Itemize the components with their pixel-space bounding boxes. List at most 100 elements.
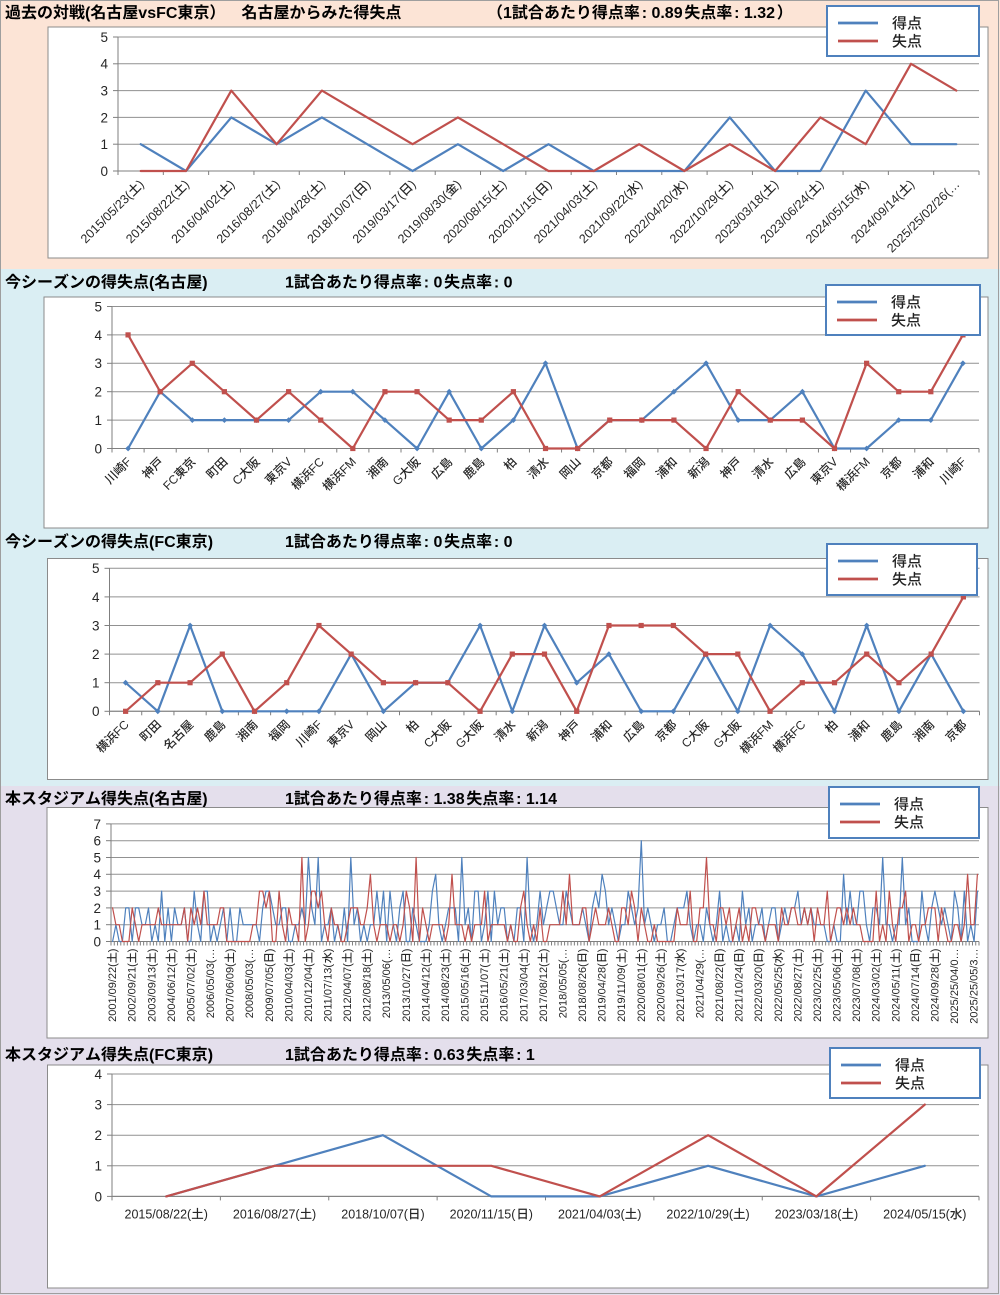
svg-text:2024/05/11(: 2024/05/11(	[890, 964, 902, 1022]
svg-text:): )	[636, 949, 648, 953]
svg-text:2: 2	[92, 647, 100, 662]
svg-text:): )	[460, 949, 472, 953]
svg-text:2019/04/28(: 2019/04/28(	[597, 963, 609, 1022]
svg-text:): )	[714, 949, 726, 953]
svg-text:): )	[204, 1207, 208, 1221]
svg-text:2011/07/13(: 2011/07/13(	[323, 964, 335, 1022]
svg-text:2003/09/13(: 2003/09/13(	[146, 963, 158, 1022]
svg-text:: 1.14: : 1.14	[516, 791, 557, 808]
svg-text:2: 2	[94, 1128, 102, 1143]
svg-text:: 1: : 1	[516, 1047, 535, 1064]
svg-text:2025/25/04/0…: 2025/25/04/0…	[949, 948, 961, 1023]
svg-text:): )	[773, 949, 785, 953]
svg-text:): )	[792, 949, 804, 953]
svg-text:): )	[518, 949, 530, 953]
svg-text:1: 1	[285, 791, 294, 808]
svg-text:): )	[202, 275, 207, 292]
svg-text:): )	[616, 949, 628, 953]
svg-text:0: 0	[92, 704, 100, 719]
svg-text:): )	[910, 949, 922, 953]
svg-text:: 0.89: : 0.89	[642, 5, 683, 22]
svg-text:): )	[208, 534, 213, 551]
svg-text:): )	[127, 949, 139, 953]
svg-text:: 0.63: : 0.63	[424, 1047, 465, 1064]
svg-text:1: 1	[285, 275, 294, 292]
svg-text:2: 2	[93, 901, 101, 916]
svg-text:2010/04/03(: 2010/04/03(	[283, 963, 295, 1022]
svg-text:: 0: : 0	[424, 534, 443, 551]
svg-text:2005/07/02(: 2005/07/02(	[185, 963, 197, 1022]
svg-text:0: 0	[94, 1189, 102, 1204]
svg-text:(FC: (FC	[149, 1047, 176, 1064]
svg-text:2022/10/29(: 2022/10/29(	[666, 1207, 734, 1221]
svg-text:2012/04/07(: 2012/04/07(	[342, 963, 354, 1022]
svg-text:1: 1	[94, 413, 102, 428]
svg-text:2017/08/12(: 2017/08/12(	[538, 963, 550, 1022]
svg-text:): )	[929, 949, 941, 953]
svg-text:): )	[166, 949, 178, 953]
svg-text:3: 3	[93, 884, 101, 899]
svg-text:2: 2	[94, 385, 102, 400]
svg-text:1: 1	[285, 534, 294, 551]
svg-text:4: 4	[100, 57, 108, 72]
svg-text:): )	[753, 949, 765, 953]
svg-text:3: 3	[100, 84, 108, 99]
svg-text:: 1.32: : 1.32	[734, 5, 775, 22]
svg-text:5: 5	[94, 299, 102, 314]
svg-text:): )	[323, 949, 335, 953]
svg-text:): )	[871, 949, 883, 953]
svg-text:2015/08/22(: 2015/08/22(	[124, 1207, 192, 1221]
svg-text:): )	[146, 949, 158, 953]
svg-text:): )	[185, 949, 197, 953]
svg-text:2022/05/25(: 2022/05/25(	[773, 963, 785, 1022]
svg-text:): )	[577, 949, 589, 953]
svg-text:7: 7	[93, 817, 101, 832]
svg-text:2016/08/27(: 2016/08/27(	[233, 1207, 301, 1221]
svg-text:3: 3	[94, 1098, 102, 1113]
svg-text:2013/10/27(: 2013/10/27(	[401, 963, 413, 1022]
svg-text:): )	[362, 949, 374, 953]
svg-text:): )	[342, 949, 354, 953]
svg-text:(: (	[149, 275, 155, 292]
svg-text:2020/08/01(: 2020/08/01(	[636, 963, 648, 1022]
svg-text:2001/09/22(: 2001/09/22(	[107, 963, 119, 1022]
svg-text:2023/07/08(: 2023/07/08(	[851, 963, 863, 1022]
svg-text:): )	[832, 949, 844, 953]
svg-text:2025/25/05/3…: 2025/25/05/3…	[969, 948, 981, 1023]
svg-text:2016/05/21(: 2016/05/21(	[499, 963, 511, 1022]
svg-text:2015/05/16(: 2015/05/16(	[460, 963, 472, 1022]
svg-text:): )	[225, 949, 237, 953]
svg-text:4: 4	[94, 1067, 102, 1082]
svg-text:1: 1	[503, 5, 512, 22]
svg-text:1: 1	[93, 918, 101, 933]
svg-text:(: (	[85, 5, 91, 22]
svg-text:(: (	[149, 791, 155, 808]
svg-text:): )	[812, 949, 824, 953]
svg-text:: 1.38: : 1.38	[424, 791, 465, 808]
svg-text:2012/08/18(: 2012/08/18(	[362, 963, 374, 1022]
svg-text:2014/08/23(: 2014/08/23(	[440, 963, 452, 1022]
svg-text:2013/05/06(…: 2013/05/06(…	[381, 948, 393, 1018]
svg-text:1: 1	[92, 676, 100, 691]
svg-text:2021/03/17(: 2021/03/17(	[675, 963, 687, 1022]
svg-text:0: 0	[100, 164, 108, 179]
svg-text:): )	[529, 1207, 533, 1221]
svg-text:5: 5	[93, 850, 101, 865]
svg-text:): )	[655, 949, 667, 953]
svg-text:): )	[440, 949, 452, 953]
svg-text:2024/07/14(: 2024/07/14(	[910, 963, 922, 1022]
svg-text:): )	[312, 1207, 316, 1221]
svg-text:3: 3	[94, 356, 102, 371]
svg-text:6: 6	[93, 834, 101, 849]
svg-text:2023/03/18(: 2023/03/18(	[775, 1207, 843, 1221]
svg-text:): )	[597, 949, 609, 953]
svg-text:): )	[107, 949, 119, 953]
svg-text:2014/04/12(: 2014/04/12(	[420, 963, 432, 1022]
svg-text:): )	[420, 949, 432, 953]
svg-text:0: 0	[94, 441, 102, 456]
svg-text:2018/05/05(…: 2018/05/05(…	[557, 948, 569, 1018]
svg-text:): )	[499, 949, 511, 953]
svg-text:): )	[637, 1207, 641, 1221]
svg-text:3: 3	[92, 618, 100, 633]
svg-text:): )	[890, 949, 902, 953]
